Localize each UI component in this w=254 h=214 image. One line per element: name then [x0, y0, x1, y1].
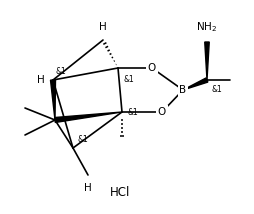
Text: &1: &1: [123, 75, 134, 84]
Polygon shape: [51, 80, 55, 120]
Polygon shape: [183, 78, 208, 90]
Text: HCl: HCl: [110, 186, 130, 199]
Text: O: O: [148, 63, 156, 73]
Text: B: B: [179, 85, 186, 95]
Text: &1: &1: [127, 107, 138, 116]
Text: O: O: [158, 107, 166, 117]
Text: &1: &1: [211, 85, 222, 94]
Polygon shape: [205, 42, 209, 80]
Text: NH$_2$: NH$_2$: [196, 20, 218, 34]
Text: H: H: [84, 183, 92, 193]
Text: H: H: [37, 75, 45, 85]
Polygon shape: [55, 112, 122, 122]
Text: &1: &1: [77, 135, 88, 144]
Text: H: H: [99, 22, 107, 32]
Text: &1: &1: [56, 67, 67, 76]
